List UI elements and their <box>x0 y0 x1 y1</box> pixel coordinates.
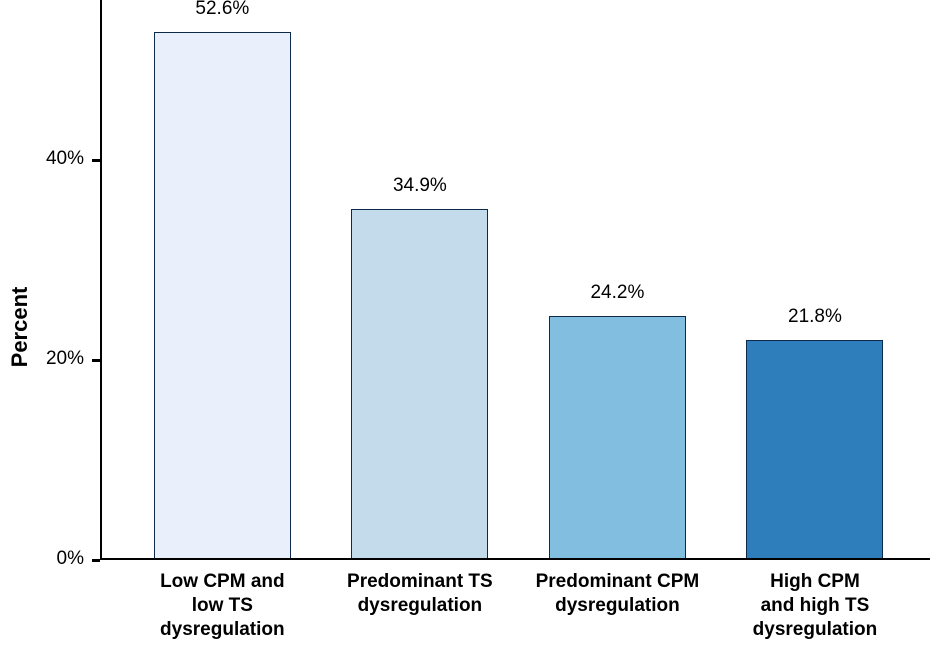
x-category-label: Predominant TSdysregulation <box>326 570 514 618</box>
y-tick-label: 20% <box>24 348 84 370</box>
y-tick-label: 0% <box>24 548 84 570</box>
y-tick <box>92 559 100 562</box>
bar <box>154 32 291 558</box>
bar <box>746 340 883 558</box>
x-category-label: Predominant CPMdysregulation <box>524 570 712 618</box>
bar-value-label: 34.9% <box>351 175 488 197</box>
x-category-label: Low CPM andlow TSdysregulation <box>129 570 317 641</box>
y-tick-label: 40% <box>24 148 84 170</box>
bar-value-label: 24.2% <box>549 282 686 304</box>
x-category-label: High CPMand high TSdysregulation <box>721 570 909 641</box>
bar <box>549 316 686 558</box>
plot-area: 0%20%40%52.6%Low CPM andlow TSdysregulat… <box>100 0 930 560</box>
bar-value-label: 52.6% <box>154 0 291 20</box>
y-tick <box>92 159 100 162</box>
bar <box>351 209 488 558</box>
bar-chart: Percent 0%20%40%52.6%Low CPM andlow TSdy… <box>0 0 952 653</box>
y-tick <box>92 359 100 362</box>
bar-value-label: 21.8% <box>746 306 883 328</box>
